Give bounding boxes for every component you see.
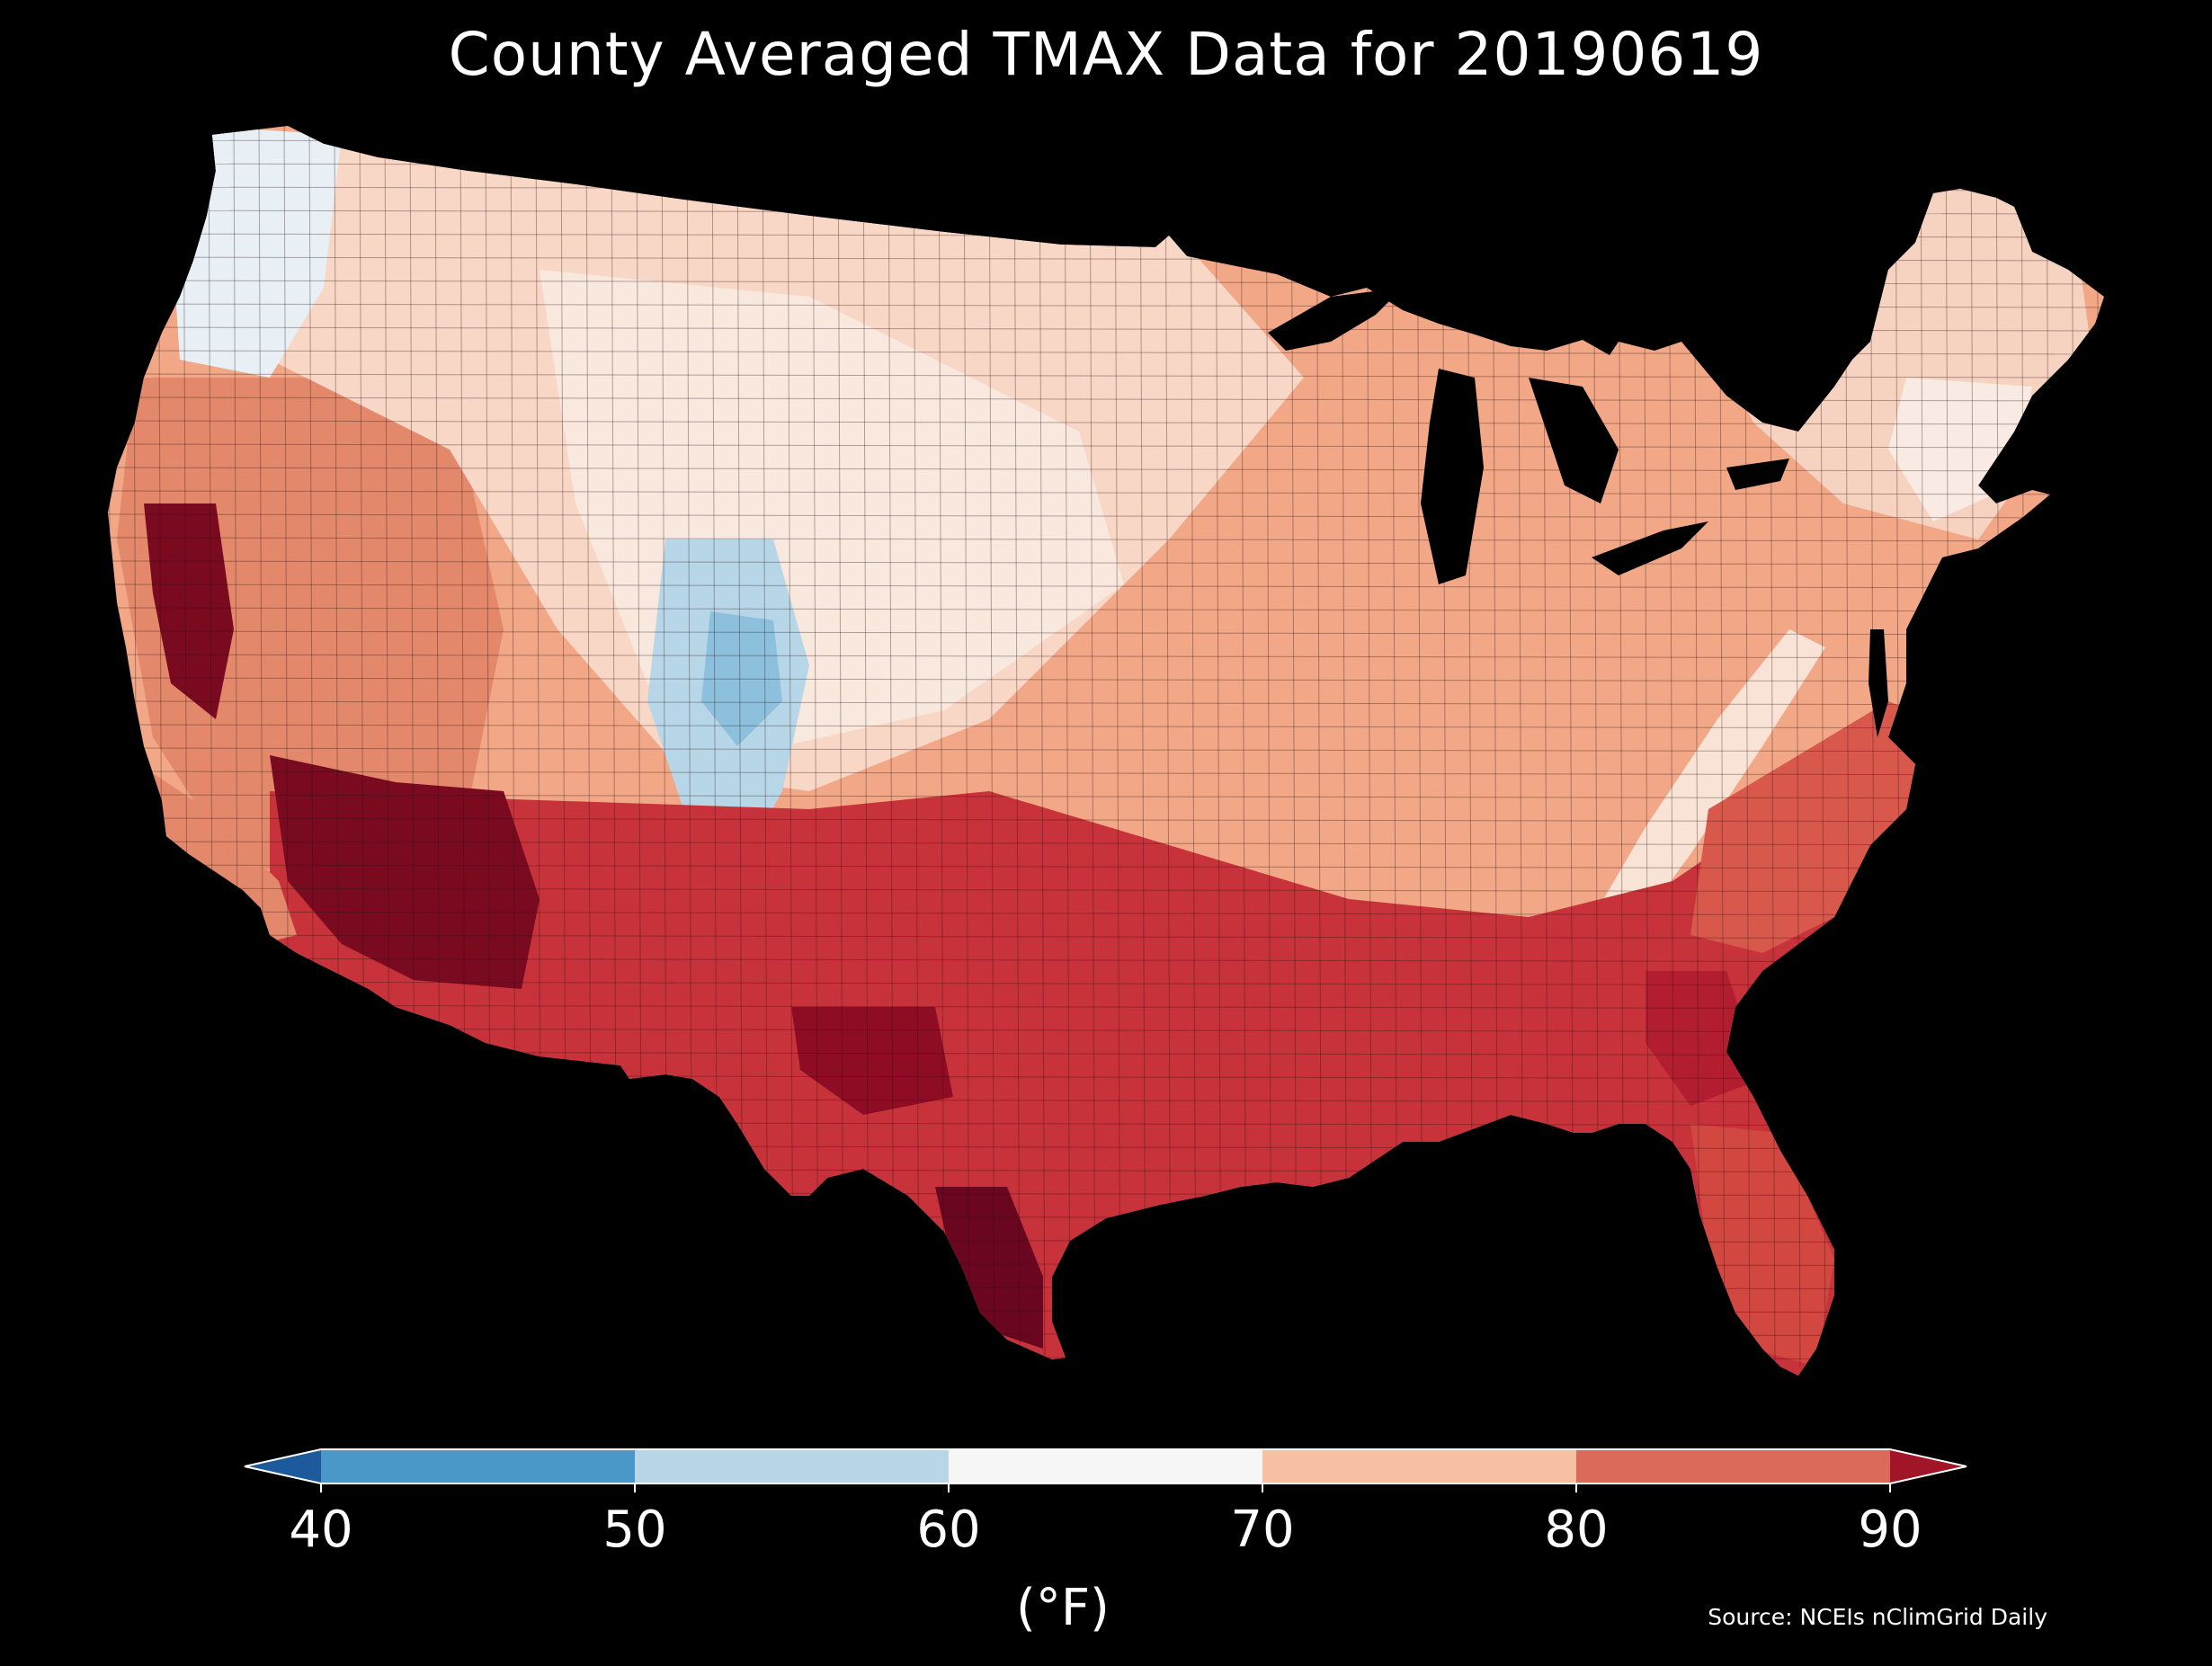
region-appalachians <box>1583 629 1825 953</box>
colorbar: 40 50 60 70 80 90 <box>244 1448 1967 1559</box>
colorbar-bin-70-80 <box>1262 1449 1576 1483</box>
colorbar-bin-60-70 <box>949 1449 1262 1483</box>
colorbar-over-arrow <box>1890 1449 1967 1483</box>
colorbar-bin-80-90 <box>1576 1449 1890 1483</box>
lake-superior <box>1268 288 1403 351</box>
colorbar-under-arrow <box>245 1449 321 1483</box>
colorbar-tick-label: 60 <box>916 1501 980 1559</box>
region-central-valley <box>144 503 234 719</box>
map-title: County Averaged TMAX Data for 20190619 <box>448 20 1764 89</box>
colorbar-tick-label: 50 <box>602 1501 666 1559</box>
great-lakes <box>1268 288 1888 737</box>
region-florida <box>1690 1124 1834 1367</box>
source-caption: Source: NCEIs nClimGrid Daily <box>1708 1604 2047 1630</box>
colorbar-bin-50-60 <box>635 1449 949 1483</box>
lake-michigan <box>1421 369 1484 584</box>
region-desert-southwest <box>270 755 540 989</box>
colorbar-tick-label: 40 <box>289 1501 352 1559</box>
lake-erie <box>1592 521 1708 575</box>
region-southern-california-coast <box>153 773 297 944</box>
region-georgia <box>1646 971 1762 1106</box>
colorbar-tick-label: 90 <box>1858 1501 1922 1559</box>
colorbar-unit-label: (°F) <box>1016 1579 1110 1637</box>
chesapeake-bay <box>1869 629 1888 737</box>
region-colorado-core <box>701 611 782 746</box>
lake-huron <box>1529 378 1619 503</box>
lake-ontario <box>1726 459 1789 490</box>
region-carolinas <box>1690 701 1978 953</box>
region-pacific-northwest <box>171 126 342 378</box>
colorbar-tick-label: 70 <box>1230 1501 1294 1559</box>
region-west-texas <box>791 1007 953 1115</box>
region-south-texas <box>935 1187 1043 1349</box>
colorbar-bin-40-50 <box>321 1449 635 1483</box>
colorbar-tick-label: 80 <box>1544 1501 1608 1559</box>
